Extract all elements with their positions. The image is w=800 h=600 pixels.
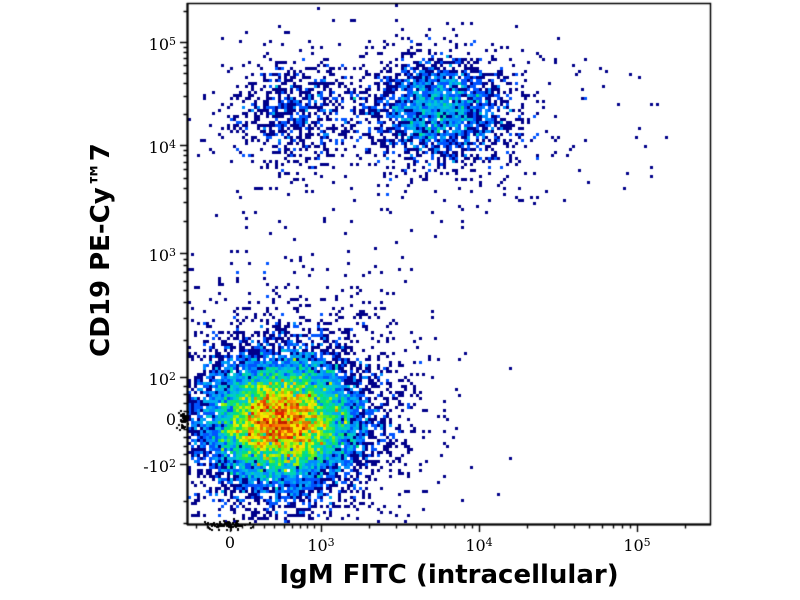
y-tick-label: 103 [148,245,176,265]
y-tick-label: -102 [143,456,176,476]
y-tick-label: 102 [148,369,176,389]
y-tick-label: 105 [148,34,176,54]
y-tick-label: 0 [165,410,176,429]
y-axis-label: CD19 PE-Cy™7 [86,143,116,357]
x-tick-label: 0 [224,533,236,552]
y-tick-label: 104 [148,137,176,157]
x-tick-label: 103 [307,535,335,555]
x-axis-label: IgM FITC (intracellular) [279,560,619,590]
x-tick-label: 105 [623,535,651,555]
x-tick-label: 104 [465,535,493,555]
